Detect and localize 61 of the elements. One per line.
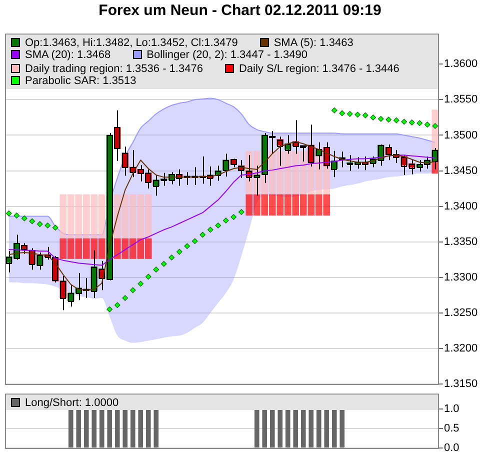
point (416, 120, 423, 126)
point (215, 222, 222, 228)
point (401, 118, 408, 125)
y-tick-label: 1.3300 (444, 271, 478, 284)
point (168, 254, 175, 260)
legend-label: Op:1.3463, Hi:1.3482, Lo:1.3452, Cl:1.3479 (25, 36, 238, 49)
point (393, 117, 400, 124)
point (362, 112, 368, 118)
legend-label: SMA (5): 1.3463 (274, 36, 354, 49)
point (346, 111, 353, 117)
y-tick-label: 1.0 (444, 403, 460, 416)
point (339, 110, 346, 116)
legend-label: Parabolic SAR: 1.3513 (25, 75, 136, 88)
point (386, 116, 392, 122)
y-tick-label: 0.0 (444, 442, 460, 454)
y-tick-label: 0.5 (444, 422, 460, 435)
point (14, 212, 20, 218)
chart-title: Forex um Neun - Chart 02.12.2011 09:19 (98, 2, 382, 19)
point (122, 295, 128, 301)
y-tick-label: 1.3250 (444, 306, 478, 319)
point (52, 224, 58, 231)
point (200, 232, 206, 238)
point (130, 287, 136, 294)
point (222, 218, 229, 224)
legend-label: Daily trading region: 1.3536 - 1.3476 (25, 62, 203, 75)
y-tick-label: 1.3400 (444, 200, 478, 212)
y-tick-label: 1.3450 (444, 164, 478, 177)
y-tick-label: 1.3200 (444, 342, 478, 354)
point (331, 107, 338, 114)
legend-label: SMA (20): 1.3468 (25, 49, 111, 62)
y-tick-label: 1.3550 (444, 94, 478, 106)
point (432, 123, 438, 129)
point (207, 226, 214, 233)
point (424, 122, 430, 128)
point (29, 218, 36, 224)
y-tick-label: 1.3150 (444, 378, 478, 390)
point (145, 274, 152, 280)
point (378, 116, 384, 122)
point (230, 214, 237, 220)
point (6, 210, 12, 216)
point (153, 266, 160, 272)
y-tick-label: 1.3500 (444, 129, 478, 142)
point (238, 209, 244, 215)
y-tick-label: 1.3600 (444, 58, 478, 70)
point (21, 215, 28, 222)
point (160, 260, 167, 267)
point (138, 280, 144, 287)
point (36, 221, 43, 227)
legend-label: Daily S/L region: 1.3476 - 1.3446 (238, 62, 400, 75)
legend-label: Long/Short: 1.0000 (25, 396, 119, 409)
point (184, 243, 190, 250)
y-tick-label: 1.3350 (444, 236, 478, 248)
point (44, 222, 51, 228)
point (354, 112, 361, 118)
point (176, 248, 182, 255)
point (192, 238, 198, 244)
point (370, 114, 376, 120)
point (408, 120, 415, 126)
legend-label: Bollinger (20, 2): 1.3447 - 1.3490 (146, 49, 308, 62)
point (106, 306, 113, 312)
point (114, 302, 120, 308)
